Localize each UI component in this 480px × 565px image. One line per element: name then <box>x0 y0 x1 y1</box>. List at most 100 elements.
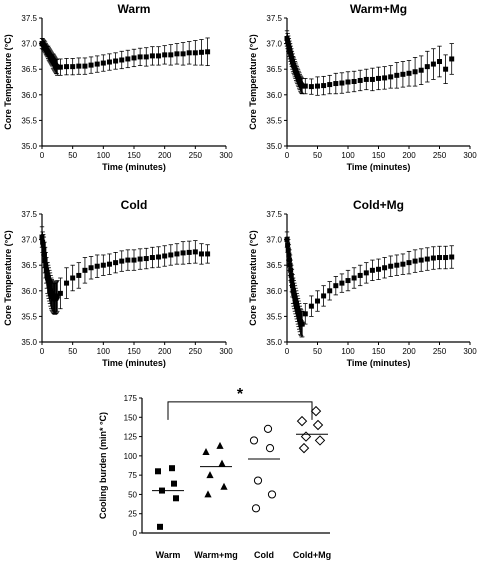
data-point <box>169 465 175 472</box>
y-tick-label: 37.5 <box>266 210 282 219</box>
data-point <box>47 285 53 291</box>
data-point <box>174 51 180 57</box>
data-point <box>180 51 186 57</box>
y-axis-label: Core Temperature (°C) <box>248 34 258 129</box>
x-tick-label: 250 <box>189 151 203 160</box>
data-point <box>253 476 263 485</box>
data-point <box>192 50 198 56</box>
data-point <box>119 258 125 264</box>
data-point <box>186 50 192 56</box>
x-tick-label: 200 <box>158 347 172 356</box>
data-point <box>48 288 54 294</box>
y-tick-label: 35.0 <box>266 338 282 347</box>
data-point <box>216 441 224 449</box>
x-tick-label: 250 <box>433 347 447 356</box>
data-point <box>206 471 214 479</box>
x-tick-label: 200 <box>402 151 416 160</box>
data-point <box>198 251 204 257</box>
y-tick-label: 37.0 <box>21 40 37 49</box>
data-point <box>162 52 168 58</box>
data-point <box>315 298 320 304</box>
data-point <box>76 272 82 278</box>
data-point <box>46 283 52 289</box>
data-point <box>251 504 261 513</box>
data-point <box>310 405 322 417</box>
data-point <box>443 66 449 72</box>
data-point <box>321 293 327 299</box>
y-tick-label: 36.5 <box>266 261 282 270</box>
y-axis-label: Core Temperature (°C) <box>248 230 258 325</box>
data-point <box>42 257 48 263</box>
data-point <box>88 62 94 68</box>
data-point <box>143 54 149 60</box>
data-point <box>94 263 100 269</box>
y-tick-label: 175 <box>124 394 138 403</box>
data-point <box>265 444 275 453</box>
x-tick-label: 150 <box>372 151 386 160</box>
data-point <box>339 280 345 286</box>
data-point <box>156 53 162 59</box>
panel-warm: Warm 0 50 100 150 200 250 300 35.0 35.5 36.0 36.5 37… <box>3 2 233 172</box>
x-axis-label: Time (minutes) <box>102 358 166 368</box>
y-tick-label: 37.5 <box>266 14 282 23</box>
data-point <box>357 272 363 278</box>
y-tick-label: 50 <box>128 490 137 499</box>
data-point <box>333 283 339 289</box>
data-point <box>291 293 297 299</box>
x-tick-label: 150 <box>127 151 141 160</box>
y-tick-label: 36.0 <box>266 287 282 296</box>
data-point <box>314 435 326 446</box>
data-point <box>41 252 47 258</box>
data-point <box>321 83 327 89</box>
category-label: Cold <box>254 550 274 560</box>
significance-bracket <box>167 401 313 420</box>
data-point <box>293 298 299 304</box>
data-point <box>351 275 357 281</box>
x-axis-label: Time (minutes) <box>347 162 411 172</box>
data-point <box>137 256 143 262</box>
data-point <box>168 52 174 58</box>
panel-cold: Cold 0 50 100 150 200 250 300 35.0 35.5 36.0 36.5 37… <box>3 198 233 368</box>
data-point <box>437 255 442 261</box>
data-point <box>202 448 210 455</box>
data-point <box>204 490 212 498</box>
data-point <box>333 81 339 87</box>
data-point <box>45 275 51 281</box>
data-point <box>376 75 381 81</box>
y-tick-label: 25 <box>128 510 137 519</box>
data-point <box>293 301 299 307</box>
y-tick-label: 37.0 <box>266 236 282 245</box>
data-point <box>388 263 394 269</box>
data-point <box>298 442 310 454</box>
data-point <box>70 275 76 281</box>
data-point <box>299 83 305 89</box>
significance-marker: * <box>237 386 244 403</box>
panel-burden: 0 25 50 75 100 125 150 175 Cooling burden (min* … <box>98 386 331 560</box>
y-tick-label: 35.5 <box>266 116 282 125</box>
x-tick-label: 300 <box>219 347 233 356</box>
data-point <box>296 415 308 427</box>
category-label: Warm <box>156 550 181 560</box>
data-point <box>294 303 300 309</box>
data-point <box>376 266 381 272</box>
data-point <box>299 321 305 327</box>
y-axis-label: Cooling burden (min* °C) <box>98 412 108 519</box>
y-tick-label: 35.5 <box>21 116 37 125</box>
data-point <box>292 295 298 301</box>
data-point <box>168 252 174 258</box>
data-point <box>54 293 60 299</box>
category-label: Warm+mg <box>194 550 237 560</box>
data-point <box>173 495 179 502</box>
data-point <box>300 431 312 442</box>
data-point <box>113 58 119 64</box>
y-tick-label: 75 <box>128 471 137 480</box>
x-tick-label: 300 <box>463 347 477 356</box>
data-point <box>249 436 259 445</box>
data-point <box>43 267 49 273</box>
data-point <box>205 251 211 257</box>
y-tick-label: 35.0 <box>21 142 37 151</box>
panel-cold_mg: Cold+Mg 0 50 100 150 200 250 300 35.0 35.5 36.0 36.… <box>248 198 477 368</box>
data-point <box>100 60 106 66</box>
data-point <box>149 53 155 59</box>
data-point <box>149 255 155 261</box>
